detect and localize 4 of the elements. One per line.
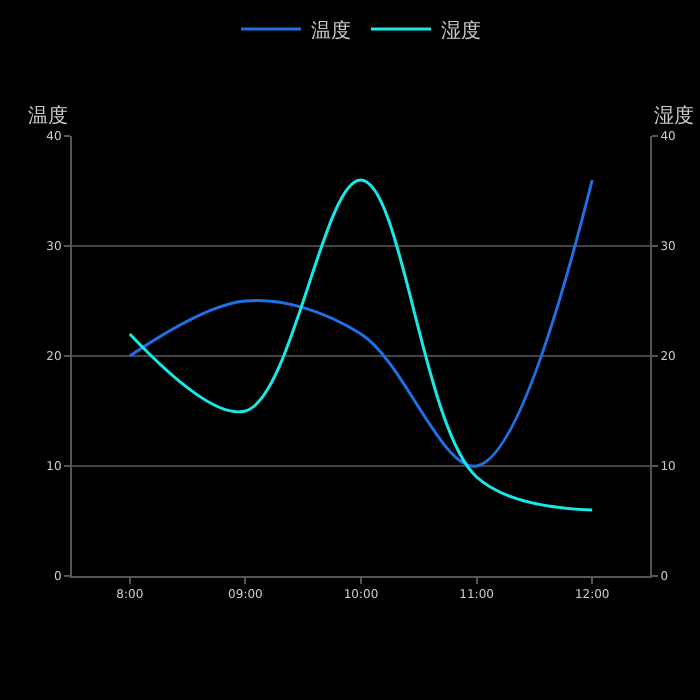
y2-axis-title: 湿度 bbox=[654, 104, 694, 128]
legend-label: 湿度 bbox=[441, 18, 481, 43]
y-axis-title: 温度 bbox=[28, 104, 68, 128]
legend-label: 温度 bbox=[311, 18, 351, 43]
